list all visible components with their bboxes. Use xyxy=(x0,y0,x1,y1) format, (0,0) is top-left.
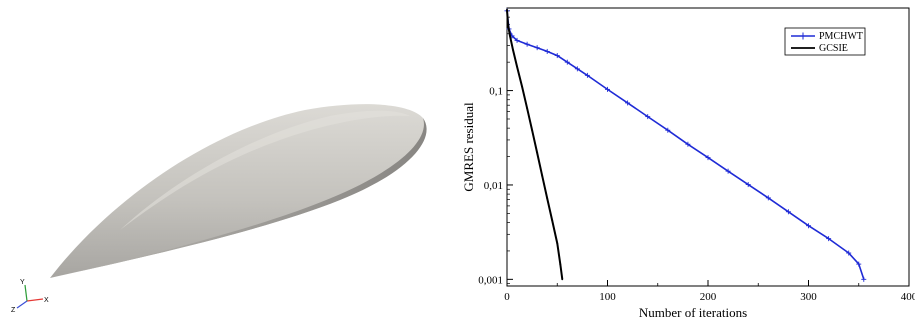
data-point-gcsie xyxy=(531,129,534,132)
data-point-pmchwt xyxy=(574,66,580,72)
triad-z-label: Z xyxy=(11,307,16,314)
y-axis-title: GMRES residual xyxy=(461,102,476,192)
data-point-pmchwt xyxy=(705,155,711,161)
y-axis: 0,1 0,01 0,001 xyxy=(478,10,513,286)
data-point-pmchwt xyxy=(544,48,550,54)
data-point-gcsie xyxy=(526,107,528,110)
rendered-shape xyxy=(50,104,427,278)
chart: 0 100 200 300 400 0,1 0,01 0,001 Number of ite… xyxy=(461,7,915,320)
data-point-gcsie xyxy=(556,242,559,245)
data-point-pmchwt xyxy=(846,250,852,256)
data-point-pmchwt xyxy=(524,41,530,47)
x-tick-label: 200 xyxy=(700,291,717,303)
legend-box xyxy=(784,27,866,56)
data-point-pmchwt xyxy=(564,59,570,65)
x-tick-label: 400 xyxy=(901,291,915,303)
data-point-gcsie xyxy=(506,8,508,11)
data-point-pmchwt xyxy=(725,168,731,174)
legend-label-gcsie: GCSIE xyxy=(819,43,848,54)
data-point-pmchwt xyxy=(765,195,771,201)
triad-z-axis xyxy=(16,300,28,309)
data-point-gcsie xyxy=(551,219,554,222)
series-line-gcsie xyxy=(506,9,564,280)
data-point-gcsie xyxy=(541,174,544,177)
data-point-pmchwt xyxy=(861,276,867,282)
data-point-pmchwt xyxy=(645,114,651,120)
data-point-gcsie xyxy=(546,197,549,200)
data-point-pmchwt xyxy=(806,223,811,229)
x-tick-label: 100 xyxy=(599,291,616,303)
data-point-pmchwt xyxy=(625,100,631,106)
data-point-pmchwt xyxy=(785,209,791,215)
data-point-gcsie xyxy=(509,34,511,37)
y-tick-label: 0,01 xyxy=(484,180,503,192)
triad-y-label: Y xyxy=(20,279,25,286)
data-point-pmchwt xyxy=(554,53,560,59)
legend: PMCHWT GCSIE xyxy=(784,27,866,56)
data-point-gcsie xyxy=(507,23,509,26)
triad-x-label: X xyxy=(44,297,49,304)
x-axis-title: Number of iterations xyxy=(639,305,747,320)
data-point-pmchwt xyxy=(665,127,671,133)
data-point-gcsie xyxy=(536,151,539,154)
y-tick-label: 0,1 xyxy=(489,86,503,98)
data-point-pmchwt xyxy=(534,45,540,51)
x-tick-label: 300 xyxy=(800,291,817,303)
data-point-pmchwt xyxy=(685,141,691,147)
data-point-gcsie xyxy=(516,65,518,68)
data-point-pmchwt xyxy=(826,236,832,242)
data-point-pmchwt xyxy=(605,86,610,92)
data-point-gcsie xyxy=(512,48,514,51)
legend-label-pmchwt: PMCHWT xyxy=(819,31,863,42)
data-point-gcsie xyxy=(559,263,562,266)
data-point-pmchwt xyxy=(745,182,751,188)
triad-y-axis xyxy=(24,284,28,302)
series-layer xyxy=(504,8,867,282)
y-tick-label: 0,001 xyxy=(478,274,503,286)
rendered-object-panel: X Y Z xyxy=(11,104,427,314)
triad-x-axis xyxy=(26,298,44,302)
series-line-pmchwt xyxy=(506,10,865,280)
data-point-pmchwt xyxy=(856,261,862,267)
axes-triad: X Y Z xyxy=(11,279,49,314)
x-tick-label: 0 xyxy=(504,291,510,303)
data-point-pmchwt xyxy=(514,37,520,43)
data-point-pmchwt xyxy=(584,72,590,78)
data-point-gcsie xyxy=(521,85,523,88)
data-point-gcsie xyxy=(561,278,564,281)
x-axis: 0 100 200 300 400 xyxy=(504,280,915,303)
